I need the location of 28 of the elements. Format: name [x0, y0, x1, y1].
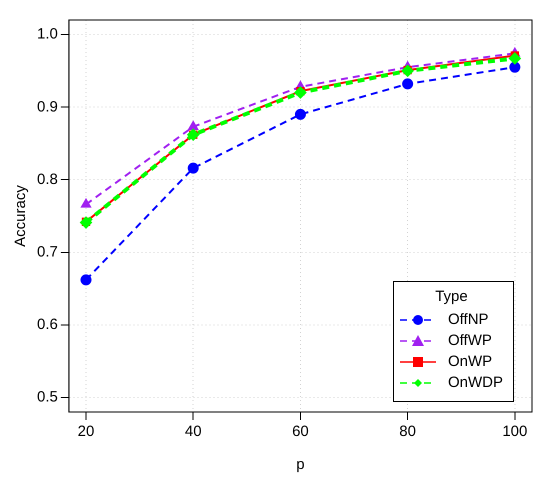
point — [402, 78, 414, 90]
y-tick-label: 1.0 — [36, 26, 58, 43]
point — [80, 274, 92, 286]
point — [294, 108, 306, 120]
legend-label: OffWP — [448, 332, 492, 349]
legend-label: OffNP — [448, 311, 489, 328]
point — [509, 52, 520, 64]
y-axis-title: Accuracy — [12, 184, 30, 247]
point — [294, 87, 306, 98]
y-tick-label: 0.6 — [36, 316, 58, 334]
x-tick-label: 20 — [78, 423, 94, 440]
x-tick-label: 60 — [292, 423, 309, 440]
legend-label: OnWDP — [448, 374, 503, 391]
legend-title: Type — [434, 288, 469, 305]
point — [81, 198, 91, 208]
point — [509, 62, 520, 73]
x-axis-title: p — [296, 456, 305, 474]
y-tick-label: 0.7 — [36, 243, 58, 260]
point — [188, 121, 198, 130]
point — [188, 162, 199, 174]
legend-label: OnWP — [448, 353, 492, 370]
y-tick-label: 0.8 — [36, 170, 58, 188]
x-tick-label: 80 — [399, 423, 416, 440]
x-tick-label: 40 — [184, 423, 202, 440]
x-tick-label: 100 — [502, 423, 528, 440]
y-tick-label: 0.5 — [36, 388, 58, 406]
y-tick-label: 0.9 — [36, 98, 58, 116]
point — [80, 217, 92, 228]
